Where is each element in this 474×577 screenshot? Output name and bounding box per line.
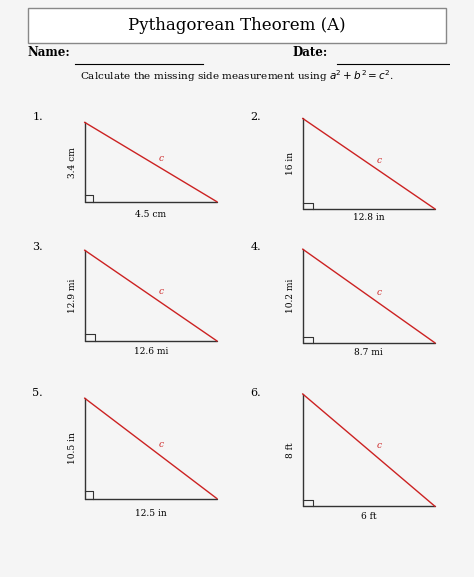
Text: 2.: 2. bbox=[250, 112, 261, 122]
Text: 12.6 mi: 12.6 mi bbox=[134, 347, 168, 357]
Text: c: c bbox=[377, 156, 382, 164]
Text: c: c bbox=[377, 288, 382, 297]
Text: 10.2 mi: 10.2 mi bbox=[286, 279, 295, 313]
Text: 12.5 in: 12.5 in bbox=[135, 509, 167, 518]
Text: 1.: 1. bbox=[32, 112, 43, 122]
Text: 5.: 5. bbox=[32, 388, 43, 398]
Text: c: c bbox=[159, 287, 164, 297]
Text: 3.4 cm: 3.4 cm bbox=[68, 147, 77, 178]
Text: c: c bbox=[159, 155, 164, 163]
FancyBboxPatch shape bbox=[28, 8, 446, 43]
Text: 6.: 6. bbox=[250, 388, 261, 398]
Text: 12.9 mi: 12.9 mi bbox=[68, 279, 77, 313]
Text: 6 ft: 6 ft bbox=[361, 512, 377, 521]
Text: Calculate the missing side measurement using $a^2 + b^2 = c^2$.: Calculate the missing side measurement u… bbox=[80, 68, 394, 84]
Text: 12.8 in: 12.8 in bbox=[353, 213, 385, 222]
Text: Date:: Date: bbox=[292, 46, 328, 59]
Text: 10.5 in: 10.5 in bbox=[68, 432, 77, 464]
Text: Name:: Name: bbox=[28, 46, 71, 59]
Text: c: c bbox=[377, 441, 382, 450]
Text: c: c bbox=[159, 440, 164, 449]
Text: 4.5 cm: 4.5 cm bbox=[135, 210, 166, 219]
Text: 3.: 3. bbox=[32, 242, 43, 252]
Text: 8.7 mi: 8.7 mi bbox=[355, 348, 383, 357]
Text: 16 in: 16 in bbox=[286, 152, 295, 175]
Text: 4.: 4. bbox=[250, 242, 261, 252]
Text: 8 ft: 8 ft bbox=[286, 443, 295, 458]
Text: Pythagorean Theorem (A): Pythagorean Theorem (A) bbox=[128, 17, 346, 34]
